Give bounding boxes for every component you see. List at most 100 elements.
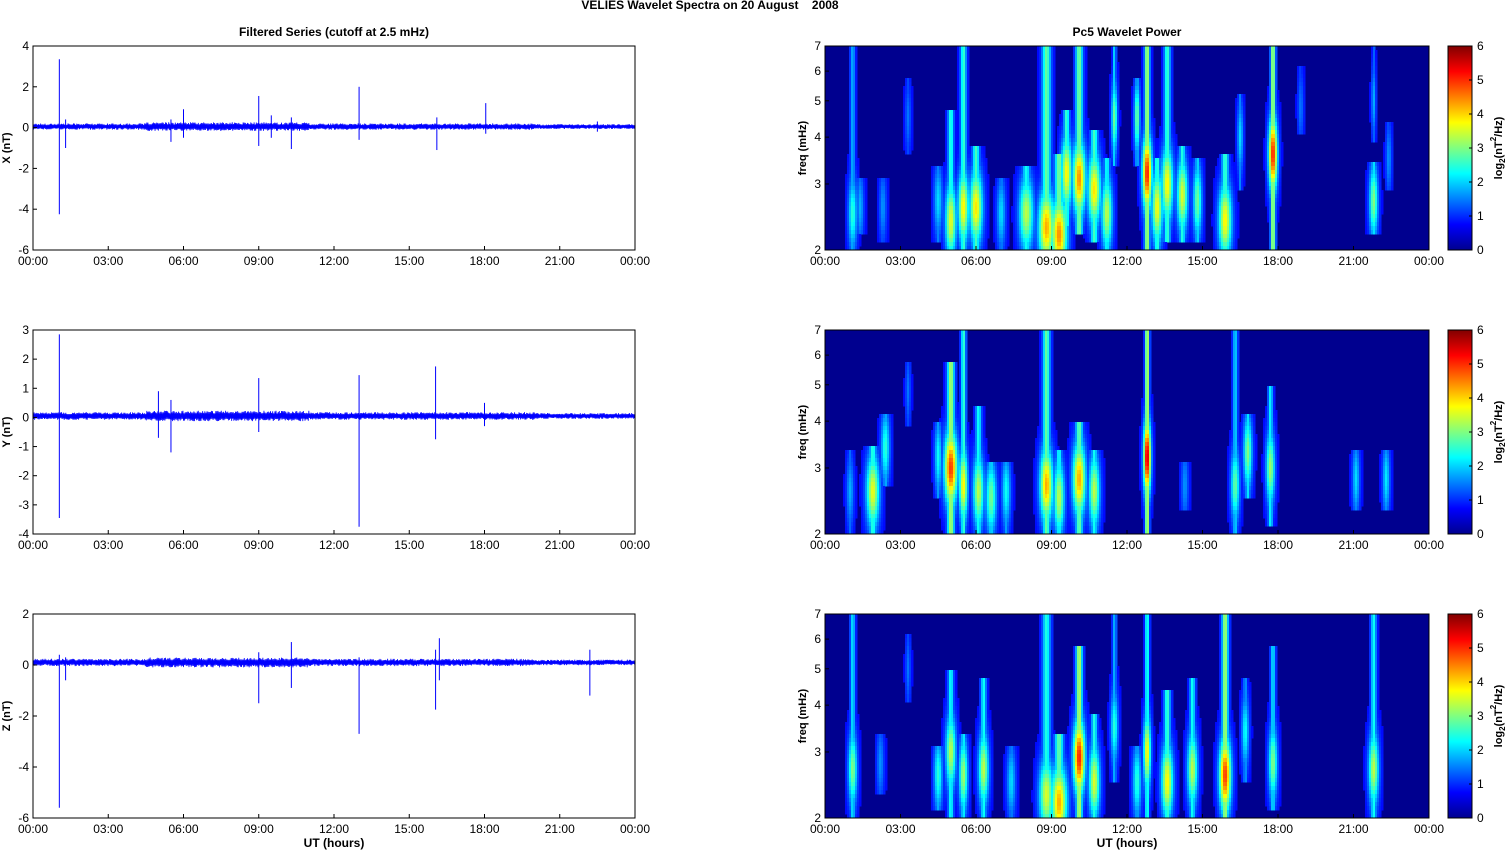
- power-cell: [967, 210, 970, 215]
- power-cell: [853, 190, 856, 195]
- power-cell: [1149, 150, 1152, 155]
- power-cell: [1037, 78, 1040, 83]
- power-cell: [1151, 50, 1154, 55]
- power-cell: [1225, 246, 1228, 251]
- power-cell: [953, 118, 956, 123]
- power-cell: [1143, 98, 1146, 103]
- power-cell: [1041, 230, 1044, 235]
- power-cell: [1079, 106, 1082, 111]
- power-cell: [1097, 230, 1100, 235]
- power-cell: [1047, 194, 1050, 199]
- power-cell: [1099, 138, 1102, 143]
- power-cell: [987, 202, 990, 207]
- power-cell: [931, 166, 934, 171]
- power-cell: [1141, 218, 1144, 223]
- power-cell: [911, 142, 914, 147]
- power-cell: [957, 246, 960, 251]
- power-cell: [965, 146, 968, 151]
- power-cell: [1021, 170, 1024, 175]
- power-cell: [1183, 170, 1186, 175]
- power-cell: [1117, 62, 1120, 67]
- power-cell: [1029, 214, 1032, 219]
- power-cell: [1171, 90, 1174, 95]
- power-cell: [971, 230, 974, 235]
- power-cell: [1063, 110, 1066, 115]
- power-cell: [1177, 198, 1180, 203]
- power-cell: [1075, 170, 1078, 175]
- power-cell: [1041, 82, 1044, 87]
- power-cell: [1147, 174, 1150, 179]
- power-cell: [1173, 138, 1176, 143]
- power-cell: [1057, 178, 1060, 183]
- power-cell: [997, 210, 1000, 215]
- power-cell: [1109, 82, 1112, 87]
- power-cell: [881, 190, 884, 195]
- power-cell: [1039, 150, 1042, 155]
- power-cell: [1193, 194, 1196, 199]
- power-cell: [1161, 142, 1164, 147]
- power-cell: [963, 66, 966, 71]
- power-cell: [1003, 190, 1006, 195]
- power-cell: [849, 178, 852, 183]
- power-cell: [955, 162, 958, 167]
- power-cell: [985, 198, 988, 203]
- power-cell: [1191, 222, 1194, 227]
- power-cell: [1003, 246, 1006, 251]
- power-cell: [1137, 158, 1140, 163]
- power-cell: [1057, 230, 1060, 235]
- power-cell: [1213, 222, 1216, 227]
- power-cell: [1089, 174, 1092, 179]
- power-cell: [1115, 210, 1118, 215]
- power-cell: [1037, 194, 1040, 199]
- power-cell: [1147, 146, 1150, 151]
- power-cell: [1167, 166, 1170, 171]
- power-cell: [1105, 242, 1108, 247]
- power-cell: [1089, 170, 1092, 175]
- power-cell: [905, 78, 908, 83]
- power-cell: [1049, 154, 1052, 159]
- power-cell: [975, 222, 978, 227]
- power-cell: [1165, 182, 1168, 187]
- power-cell: [877, 206, 880, 211]
- power-cell: [979, 210, 982, 215]
- power-cell: [1113, 162, 1116, 167]
- power-cell: [1073, 74, 1076, 79]
- power-cell: [1167, 182, 1170, 187]
- power-cell: [1175, 166, 1178, 171]
- power-cell: [1049, 214, 1052, 219]
- power-cell: [959, 246, 962, 251]
- power-cell: [939, 210, 942, 215]
- power-cell: [1161, 158, 1164, 163]
- power-cell: [1051, 66, 1054, 71]
- power-cell: [1193, 218, 1196, 223]
- power-cell: [909, 90, 912, 95]
- power-cell: [1083, 90, 1086, 95]
- power-cell: [1047, 66, 1050, 71]
- power-cell: [1141, 58, 1144, 63]
- power-cell: [1055, 154, 1058, 159]
- power-cell: [1085, 66, 1088, 71]
- power-cell: [981, 174, 984, 179]
- power-cell: [1195, 162, 1198, 167]
- power-cell: [1109, 130, 1112, 135]
- power-cell: [853, 130, 856, 135]
- power-cell: [1045, 226, 1048, 231]
- power-cell: [995, 214, 998, 219]
- power-cell: [959, 102, 962, 107]
- power-cell: [1031, 242, 1034, 247]
- power-cell: [965, 226, 968, 231]
- power-cell: [1111, 198, 1114, 203]
- power-cell: [1155, 186, 1158, 191]
- power-cell: [981, 242, 984, 247]
- power-cell: [1189, 158, 1192, 163]
- power-cell: [1203, 178, 1206, 183]
- power-cell: [1179, 166, 1182, 171]
- power-cell: [1227, 206, 1230, 211]
- power-cell: [1163, 126, 1166, 131]
- power-cell: [1139, 214, 1142, 219]
- power-cell: [1171, 234, 1174, 239]
- power-cell: [905, 138, 908, 143]
- power-cell: [877, 230, 880, 235]
- power-cell: [1065, 114, 1068, 119]
- power-cell: [1061, 222, 1064, 227]
